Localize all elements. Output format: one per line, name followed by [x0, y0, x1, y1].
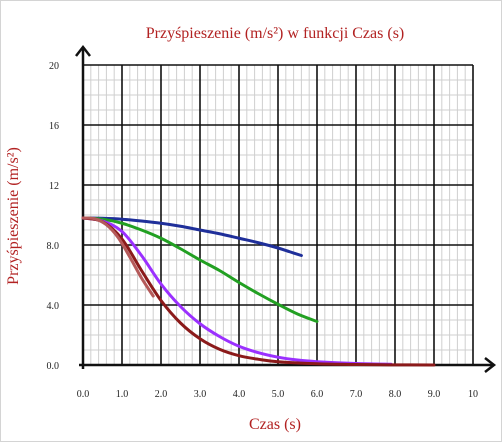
x-tick-label: 8.0 [389, 389, 402, 400]
series-line-1 [81, 216, 303, 257]
x-tick-label: 7.0 [350, 389, 363, 400]
x-tick-label: 6.0 [311, 389, 324, 400]
x-tick-label: 2.0 [155, 389, 168, 400]
x-tick-label: 9.0 [428, 389, 441, 400]
y-tick-label: 12 [49, 181, 59, 192]
x-axis-arrow [484, 357, 497, 373]
axes [75, 44, 497, 373]
y-tick-label: 16 [49, 121, 59, 132]
series-line-2 [81, 216, 319, 323]
y-tick-label: 4.0 [47, 301, 60, 312]
x-tick-label: 10 [468, 389, 478, 400]
x-tick-label: 5.0 [272, 389, 285, 400]
x-tick-label: 1.0 [116, 389, 129, 400]
y-tick-label: 0.0 [47, 361, 60, 372]
y-tick-label: 8.0 [47, 241, 60, 252]
series-line-4 [81, 216, 436, 367]
x-tick-label: 3.0 [194, 389, 207, 400]
x-tick-label: 0.0 [77, 389, 90, 400]
x-tick-label: 4.0 [233, 389, 246, 400]
y-axis-arrow [75, 44, 91, 57]
y-axis-label: Przyśpieszenie (m/s²) [5, 147, 22, 285]
tick-labels: 0.0 1.0 2.0 3.0 4.0 5.0 6.0 7.0 8.0 9.0 10 0.0 4.0 8.… [47, 61, 479, 400]
series-line-5 [81, 216, 155, 298]
series-layer [81, 216, 436, 367]
x-axis-label: Czas (s) [249, 416, 301, 433]
series-line-3 [81, 216, 393, 366]
chart-title: Przyśpieszenie (m/s²) w funkcji Czas (s) [146, 25, 405, 42]
y-tick-label: 20 [49, 61, 59, 72]
